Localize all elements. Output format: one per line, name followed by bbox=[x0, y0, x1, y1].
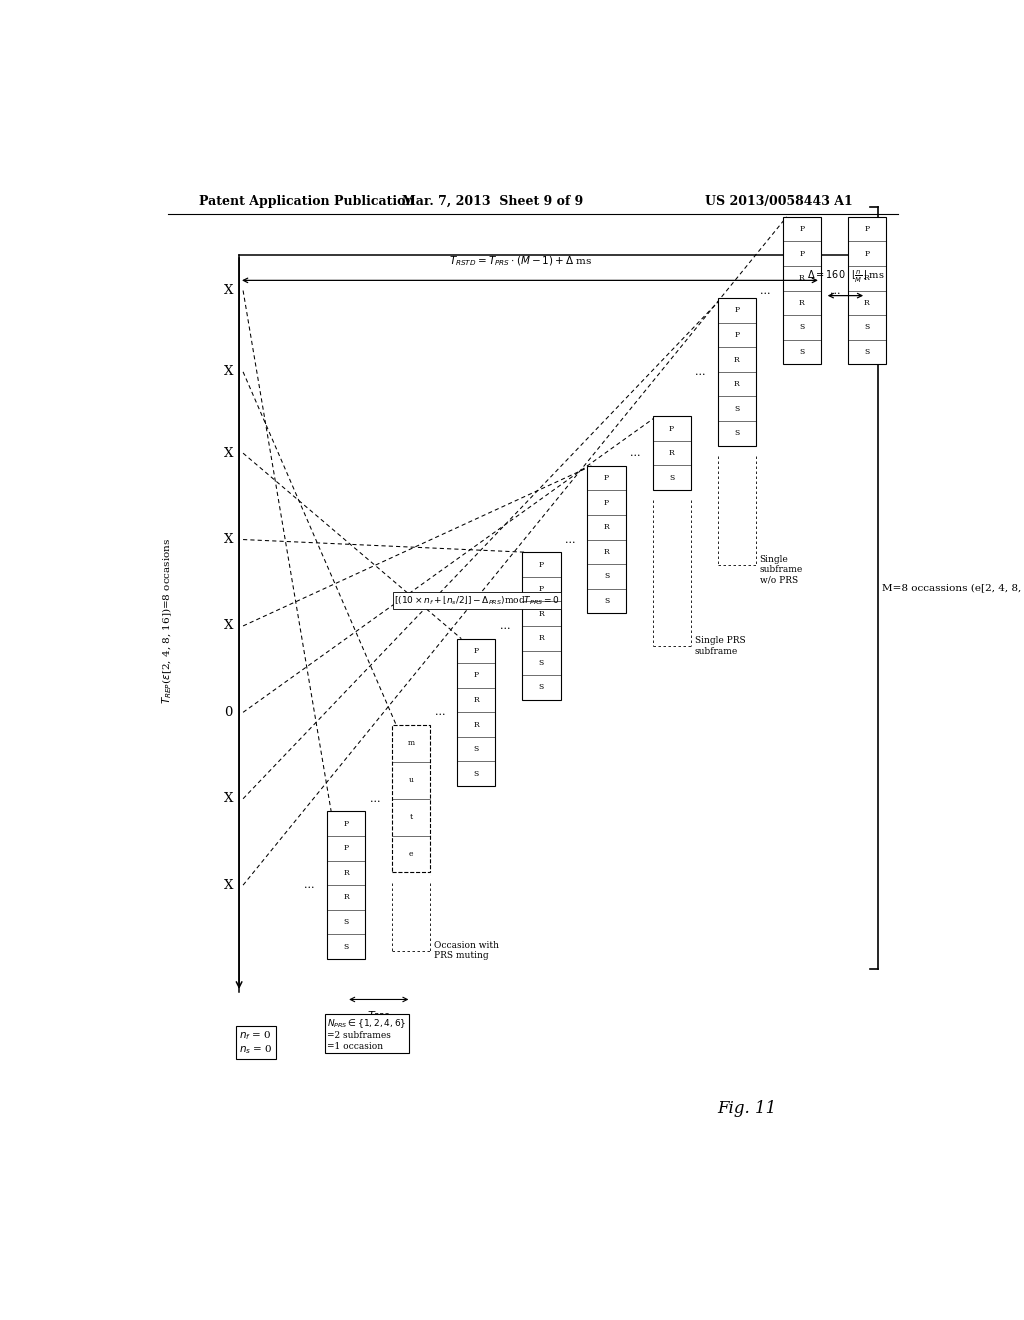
Text: $N_{PRS}\in\{1,2,4,6\}$
=2 subframes
=1 occasion: $N_{PRS}\in\{1,2,4,6\}$ =2 subframes =1 … bbox=[328, 1018, 407, 1051]
Bar bbox=[848, 216, 886, 364]
Bar bbox=[392, 725, 430, 873]
Text: R: R bbox=[343, 894, 349, 902]
Text: S: S bbox=[539, 659, 544, 667]
Text: X: X bbox=[224, 619, 233, 632]
Text: S: S bbox=[539, 684, 544, 692]
Text: P: P bbox=[669, 425, 674, 433]
Text: M=8 occassions (e[2, 4, 8, 16, 32]): M=8 occassions (e[2, 4, 8, 16, 32]) bbox=[882, 583, 1024, 593]
Text: S: S bbox=[344, 942, 349, 950]
Text: ...: ... bbox=[565, 535, 575, 545]
Bar bbox=[718, 298, 756, 446]
Bar bbox=[652, 416, 690, 490]
Text: Occasion with
PRS muting: Occasion with PRS muting bbox=[434, 941, 500, 961]
Text: R: R bbox=[799, 298, 805, 306]
Text: P: P bbox=[799, 249, 804, 257]
Text: R: R bbox=[539, 610, 545, 618]
Text: R: R bbox=[864, 298, 869, 306]
Text: R: R bbox=[473, 696, 479, 704]
Text: ...: ... bbox=[695, 367, 706, 376]
Text: R: R bbox=[734, 380, 739, 388]
Text: X: X bbox=[224, 446, 233, 459]
Bar bbox=[782, 216, 821, 364]
Text: S: S bbox=[474, 746, 479, 754]
Text: $T_{PRS}$: $T_{PRS}$ bbox=[367, 1010, 390, 1023]
Text: ...: ... bbox=[829, 285, 841, 296]
Text: P: P bbox=[344, 845, 349, 853]
Text: R: R bbox=[604, 548, 609, 556]
Text: $T_{REP}$($\epsilon$[2, 4, 8, 16])=8 occasions: $T_{REP}$($\epsilon$[2, 4, 8, 16])=8 occ… bbox=[161, 537, 174, 704]
Text: Fig. 11: Fig. 11 bbox=[718, 1101, 776, 1117]
Text: R: R bbox=[669, 449, 675, 457]
Text: P: P bbox=[734, 306, 739, 314]
Text: Single PRS
subframe: Single PRS subframe bbox=[694, 636, 745, 656]
Text: P: P bbox=[474, 672, 479, 680]
Text: ...: ... bbox=[630, 449, 640, 458]
Text: R: R bbox=[799, 275, 805, 282]
Bar bbox=[458, 639, 496, 785]
Bar bbox=[328, 812, 366, 958]
Text: u: u bbox=[409, 776, 414, 784]
Text: Single
subframe
w/o PRS: Single subframe w/o PRS bbox=[760, 554, 803, 585]
Text: R: R bbox=[604, 523, 609, 531]
Text: S: S bbox=[734, 429, 739, 437]
Text: S: S bbox=[864, 348, 869, 356]
Text: Patent Application Publication: Patent Application Publication bbox=[200, 194, 415, 207]
Text: P: P bbox=[864, 226, 869, 234]
Text: S: S bbox=[474, 770, 479, 777]
Text: $[(10\times n_f+\lfloor n_s/2\rfloor]-\Delta_{PRS})$mod$T_{PRS}=0$: $[(10\times n_f+\lfloor n_s/2\rfloor]-\D… bbox=[394, 594, 560, 607]
Text: R: R bbox=[539, 634, 545, 643]
Text: X: X bbox=[224, 284, 233, 297]
Text: X: X bbox=[224, 366, 233, 379]
Text: ...: ... bbox=[434, 708, 445, 717]
Text: t: t bbox=[410, 813, 413, 821]
Text: $T_{RSTD}=T_{PRS}\cdot(M-1)+\Delta$ ms: $T_{RSTD}=T_{PRS}\cdot(M-1)+\Delta$ ms bbox=[449, 255, 592, 268]
Text: S: S bbox=[604, 573, 609, 581]
Text: R: R bbox=[343, 869, 349, 876]
Text: X: X bbox=[224, 792, 233, 805]
Text: S: S bbox=[799, 323, 805, 331]
Text: P: P bbox=[539, 585, 544, 593]
Text: X: X bbox=[224, 879, 233, 891]
Text: R: R bbox=[473, 721, 479, 729]
Text: S: S bbox=[669, 474, 674, 482]
Text: ...: ... bbox=[500, 620, 510, 631]
Text: P: P bbox=[539, 561, 544, 569]
Bar bbox=[522, 552, 560, 700]
Text: P: P bbox=[734, 331, 739, 339]
Text: S: S bbox=[344, 917, 349, 925]
Text: P: P bbox=[799, 226, 804, 234]
Text: S: S bbox=[734, 405, 739, 413]
Text: Mar. 7, 2013  Sheet 9 of 9: Mar. 7, 2013 Sheet 9 of 9 bbox=[402, 194, 584, 207]
Text: 0: 0 bbox=[224, 706, 233, 719]
Text: US 2013/0058443 A1: US 2013/0058443 A1 bbox=[705, 194, 853, 207]
Text: R: R bbox=[864, 275, 869, 282]
Text: ...: ... bbox=[304, 880, 315, 890]
Text: $\Delta=160\cdot\lfloor\frac{n}{M}\rfloor$ ms: $\Delta=160\cdot\lfloor\frac{n}{M}\rfloo… bbox=[807, 268, 885, 285]
Text: P: P bbox=[474, 647, 479, 655]
Text: P: P bbox=[344, 820, 349, 828]
Text: $n_f$ = 0
$n_s$ = 0: $n_f$ = 0 $n_s$ = 0 bbox=[240, 1030, 273, 1056]
Text: S: S bbox=[604, 597, 609, 605]
Text: R: R bbox=[734, 355, 739, 363]
Text: P: P bbox=[864, 249, 869, 257]
Text: X: X bbox=[224, 533, 233, 546]
Text: e: e bbox=[409, 850, 414, 858]
Bar bbox=[588, 466, 626, 614]
Text: m: m bbox=[408, 739, 415, 747]
Text: S: S bbox=[864, 323, 869, 331]
Text: P: P bbox=[604, 474, 609, 482]
Text: S: S bbox=[799, 348, 805, 356]
Text: ...: ... bbox=[370, 793, 380, 804]
Text: ...: ... bbox=[760, 285, 770, 296]
Text: P: P bbox=[604, 499, 609, 507]
